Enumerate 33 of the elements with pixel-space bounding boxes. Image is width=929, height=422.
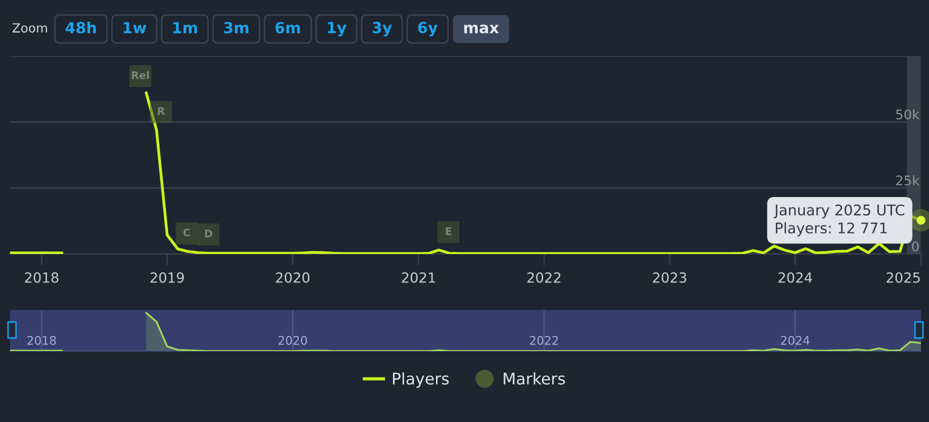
- annotation: Rel: [132, 71, 149, 80]
- y-tick-label: 50k: [896, 109, 920, 120]
- x-tick-label: 2022: [527, 272, 560, 283]
- text: 1m: [173, 22, 197, 34]
- text: Zoom: [12, 23, 47, 33]
- x-tick-label: 2020: [276, 272, 310, 283]
- text: 6y: [418, 22, 438, 36]
- annotation: E: [446, 227, 452, 235]
- text: 48h: [66, 22, 96, 34]
- x-tick-label: 2024: [780, 336, 810, 345]
- text: 1y: [328, 22, 346, 36]
- x-tick-label: 2023: [652, 272, 686, 283]
- text: 6m: [275, 22, 300, 34]
- x-tick-label: 2025: [886, 272, 920, 283]
- annotation: January 2025 UTC Players: 12 771: [774, 204, 904, 236]
- y-tick-label: 0: [912, 241, 919, 252]
- text: 3m: [224, 22, 248, 34]
- x-tick-label: 2021: [402, 272, 435, 283]
- x-tick-label: 2020: [278, 336, 307, 345]
- text: 3y: [372, 22, 392, 36]
- text: max: [464, 24, 499, 34]
- x-tick-label: 2018: [27, 336, 56, 345]
- legend-label: Markers: [504, 372, 565, 385]
- annotation: R: [158, 107, 165, 115]
- annotation: C: [183, 228, 190, 236]
- text: 1w: [124, 22, 146, 34]
- x-tick-label: 2024: [778, 272, 812, 283]
- annotation: D: [205, 230, 212, 238]
- legend-label: Players: [393, 372, 449, 388]
- x-tick-label: 2019: [150, 272, 184, 283]
- y-tick-label: 25k: [896, 175, 920, 186]
- x-tick-label: 2018: [24, 272, 58, 283]
- x-tick-label: 2022: [530, 336, 558, 345]
